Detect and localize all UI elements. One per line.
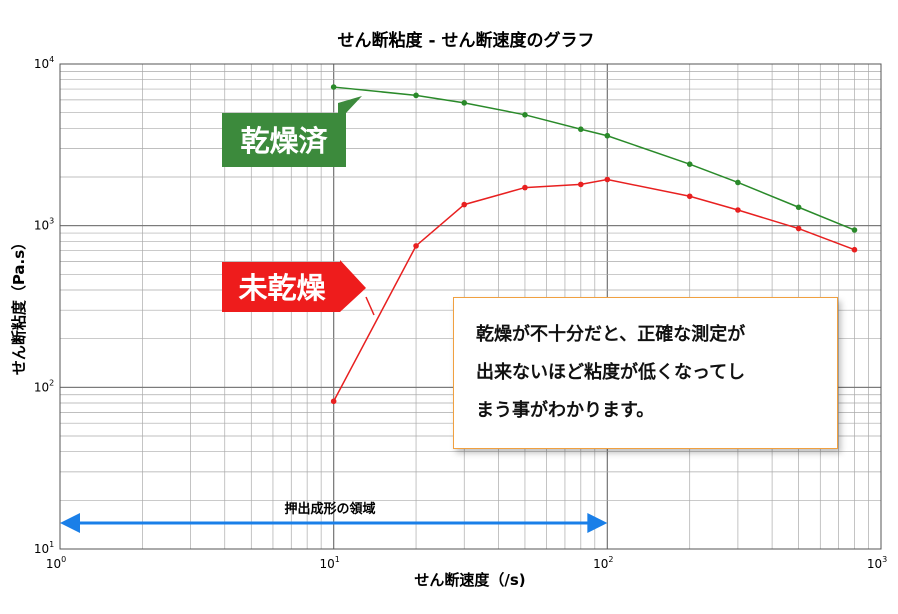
data-point	[851, 246, 858, 253]
data-point	[522, 112, 528, 118]
series-undried	[330, 176, 858, 405]
range-label: 押出成形の領域	[284, 501, 375, 517]
y-tick-exponent: 2	[49, 378, 54, 387]
data-point	[413, 243, 419, 249]
range-arrow-head-right	[587, 513, 608, 533]
data-point	[735, 207, 741, 213]
y-tick-label: 101	[34, 540, 54, 556]
data-point	[686, 161, 693, 167]
y-tick-exponent: 4	[49, 55, 54, 64]
y-tick-label: 104	[34, 55, 54, 71]
series-line	[333, 86, 855, 231]
undried-callout-shape	[222, 260, 366, 312]
data-point	[604, 132, 611, 139]
y-tick-label: 103	[34, 217, 54, 233]
note-box: 乾燥が不十分だと、正確な測定が 出来ないほど粘度が低くなってし まう事がわかりま…	[453, 297, 838, 449]
data-point	[795, 225, 802, 232]
undried-callout-label: 未乾燥	[238, 271, 326, 305]
plot-frame	[59, 63, 882, 550]
dried-callout-label: 乾燥済	[240, 124, 328, 158]
range-arrow-head-left	[60, 513, 80, 533]
x-tick-label: 101	[319, 555, 339, 571]
data-point	[461, 100, 468, 106]
x-axis-label: せん断速度（/s)	[414, 571, 525, 589]
data-point	[330, 84, 337, 90]
data-point	[604, 176, 611, 183]
dried-callout-shape	[222, 96, 362, 167]
series-line	[333, 178, 855, 402]
chart-title: せん断粘度 - せん断速度のグラフ	[338, 30, 595, 51]
y-tick-label: 102	[34, 378, 54, 394]
series-layer	[330, 84, 858, 405]
data-point	[522, 184, 528, 191]
data-point	[461, 201, 468, 208]
note-line: 出来ないほど粘度が低くなってし	[476, 362, 746, 383]
undried-callout-pointer	[365, 296, 375, 316]
y-axis-label: せん断粘度（Pa.s）	[10, 235, 28, 375]
note-line: 乾燥が不十分だと、正確な測定が	[476, 324, 746, 345]
x-tick-exponent: 0	[61, 555, 66, 564]
x-tick-label: 103	[867, 555, 887, 571]
data-point	[686, 193, 693, 200]
note-line: まう事がわかります。	[476, 400, 655, 421]
x-tick-labels: 100 101 102 103	[46, 555, 887, 571]
y-tick-labels: 101 102 103 104	[34, 55, 54, 556]
series-dried	[330, 84, 858, 233]
undried-callout: 未乾燥	[222, 260, 375, 316]
data-point	[851, 227, 858, 233]
extrusion-range-arrow	[60, 513, 608, 533]
data-point	[578, 126, 584, 133]
data-point	[330, 398, 337, 405]
y-tick-exponent: 3	[49, 217, 54, 226]
data-point	[413, 92, 419, 99]
x-tick-label: 100	[46, 555, 66, 571]
dried-callout: 乾燥済	[222, 96, 362, 167]
y-tick-exponent: 1	[49, 540, 54, 549]
x-tick-exponent: 2	[608, 555, 613, 564]
x-tick-exponent: 3	[882, 555, 887, 564]
data-point	[735, 179, 741, 186]
x-tick-label: 102	[593, 555, 613, 571]
data-point	[795, 204, 802, 211]
x-tick-exponent: 1	[335, 555, 340, 564]
data-point	[578, 181, 584, 188]
